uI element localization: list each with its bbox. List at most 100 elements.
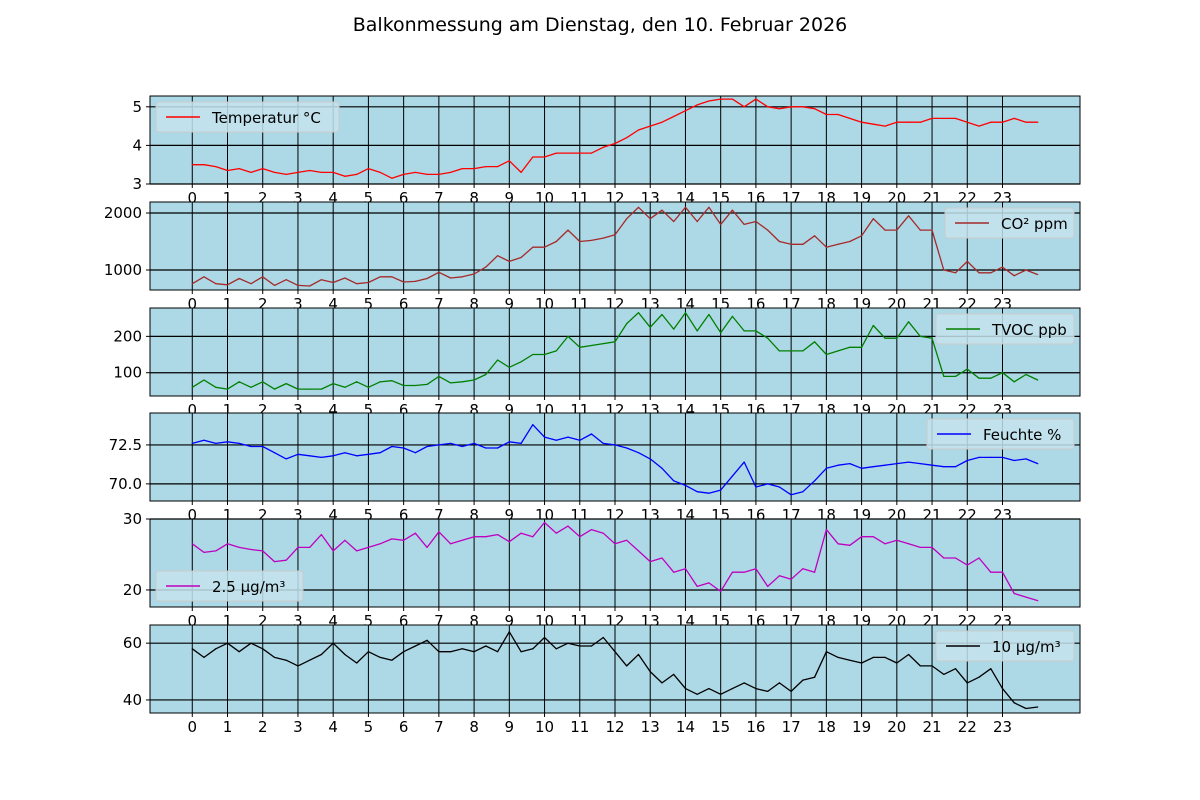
x-tick-label: 7 <box>434 718 444 736</box>
data-point <box>684 110 687 112</box>
y-tick-label: 20 <box>123 581 142 599</box>
data-point <box>367 281 370 284</box>
data-point <box>860 121 863 123</box>
data-point <box>403 384 405 387</box>
y-tick-label: 72.5 <box>109 436 142 454</box>
data-point <box>414 384 416 387</box>
data-point <box>590 433 593 435</box>
data-point <box>1025 458 1027 460</box>
data-point <box>297 171 299 174</box>
data-point <box>720 98 722 100</box>
x-tick-label: 3 <box>293 506 303 524</box>
data-point <box>919 335 921 337</box>
x-tick-label: 1 <box>223 718 233 736</box>
x-tick-label: 7 <box>434 612 444 630</box>
data-point <box>954 375 957 377</box>
x-tick-label: 4 <box>328 295 338 313</box>
data-point <box>708 687 710 690</box>
data-point <box>496 447 499 449</box>
data-point <box>943 466 945 468</box>
data-point <box>966 459 968 462</box>
data-point <box>273 560 276 563</box>
data-point <box>262 445 264 448</box>
data-point <box>508 441 510 443</box>
data-point <box>849 463 851 465</box>
axes-frame <box>149 624 1081 714</box>
data-point <box>1013 459 1015 462</box>
x-tick-label: 1 <box>223 612 233 630</box>
data-point <box>555 439 557 441</box>
data-point <box>978 377 980 379</box>
data-point <box>543 521 546 524</box>
data-point <box>414 452 416 454</box>
data-point <box>814 480 816 482</box>
x-tick-label: 1 <box>223 189 233 207</box>
data-point <box>790 243 792 245</box>
data-point <box>226 388 229 390</box>
data-point <box>943 557 945 559</box>
data-point <box>485 645 487 647</box>
x-tick-label: 6 <box>399 612 409 630</box>
data-point <box>708 206 710 208</box>
x-tick-label: 8 <box>469 612 479 630</box>
data-point <box>473 379 475 381</box>
data-point <box>555 648 557 650</box>
legend-label: 2.5 µg/m³ <box>212 578 285 596</box>
x-tick-label: 4 <box>328 506 338 524</box>
legend-box <box>155 570 304 602</box>
data-point <box>802 491 804 493</box>
data-point <box>731 687 734 690</box>
data-point <box>860 346 863 348</box>
data-point <box>450 171 452 174</box>
data-point <box>708 492 710 494</box>
data-point <box>943 673 945 675</box>
data-point <box>238 167 240 170</box>
data-point <box>954 557 957 559</box>
x-tick-label: 22 <box>958 718 977 736</box>
data-point <box>978 456 980 458</box>
data-point <box>543 353 546 356</box>
data-point <box>966 682 968 684</box>
x-tick-label: 1 <box>223 506 233 524</box>
data-point <box>931 546 933 548</box>
data-point <box>555 240 557 243</box>
x-tick-label: 20 <box>887 718 906 736</box>
data-point <box>356 550 358 552</box>
data-point <box>661 682 663 684</box>
data-point <box>356 381 358 383</box>
data-point <box>1025 269 1027 271</box>
data-point <box>1037 379 1039 381</box>
data-point <box>532 353 534 356</box>
data-point <box>966 260 968 263</box>
x-tick-label: 9 <box>505 295 515 313</box>
data-point <box>391 659 393 661</box>
x-tick-label: 10 <box>535 718 554 736</box>
data-point <box>990 668 992 670</box>
data-point <box>708 100 710 102</box>
x-tick-label: 17 <box>782 718 801 736</box>
data-point <box>367 453 370 455</box>
data-point <box>1025 373 1027 376</box>
x-tick-label: 5 <box>364 718 374 736</box>
data-point <box>778 108 780 110</box>
data-point <box>661 209 663 211</box>
data-point <box>802 106 804 108</box>
data-point <box>860 536 863 538</box>
data-point <box>626 137 628 139</box>
data-point <box>332 171 334 174</box>
axes-frame <box>149 201 1081 291</box>
data-point <box>496 534 499 536</box>
data-point <box>379 171 381 174</box>
data-point <box>614 341 616 343</box>
axes-frame <box>149 412 1081 502</box>
data-point <box>931 117 933 119</box>
y-tick-label: 40 <box>123 691 142 709</box>
axes-frame <box>149 518 1081 608</box>
data-point <box>896 539 898 541</box>
data-point <box>943 375 945 377</box>
data-point <box>684 312 687 314</box>
data-point <box>649 458 651 460</box>
data-point <box>943 117 945 119</box>
data-point <box>332 383 334 385</box>
x-tick-label: 3 <box>293 718 303 736</box>
